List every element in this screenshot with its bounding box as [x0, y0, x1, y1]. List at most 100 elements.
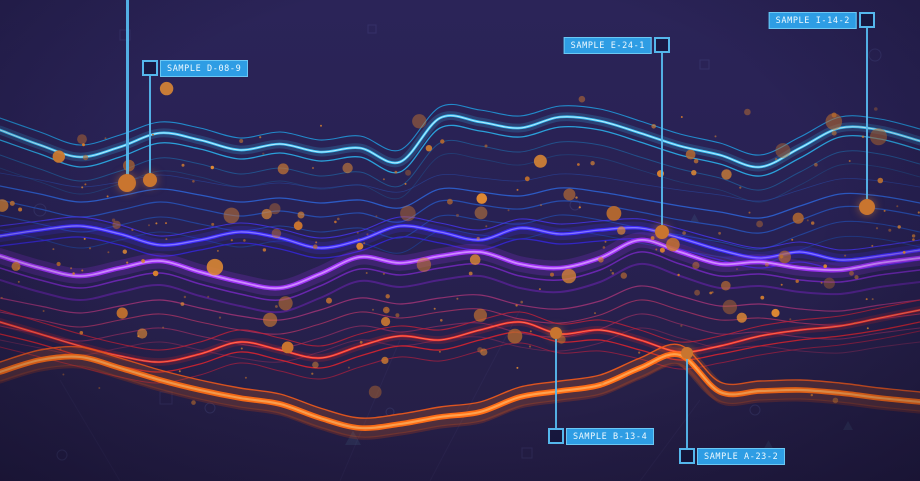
scatter-dot	[159, 81, 174, 96]
scatter-dot	[606, 206, 622, 221]
scatter-dot	[791, 238, 794, 241]
annotation-anchor-icon[interactable]	[679, 448, 695, 464]
scatter-dot	[269, 203, 281, 215]
wave-line-magenta-4	[0, 327, 920, 363]
scatter-dot	[474, 206, 488, 220]
scatter-dot	[600, 381, 604, 385]
scatter-dot	[638, 351, 641, 354]
wave-line-magenta-1	[0, 285, 920, 321]
scatter-dot	[313, 244, 318, 249]
scatter-dot	[216, 249, 219, 252]
annotation-label-e-24-1[interactable]: SAMPLE E-24-1	[563, 36, 652, 54]
scatter-dot	[533, 154, 547, 168]
annotation-label-d-08-9[interactable]: SAMPLE D-08-9	[160, 59, 249, 77]
wave-core-red-main	[0, 309, 920, 363]
annotation-label-a-23-2[interactable]: SAMPLE A-23-2	[697, 447, 786, 465]
wave-line-cyan-thin-lower	[0, 124, 920, 177]
scatter-dot	[239, 139, 244, 143]
annotation-target-dot[interactable]	[859, 199, 875, 215]
scatter-dot	[650, 236, 655, 240]
scatter-dot	[659, 247, 665, 253]
scatter-dot	[611, 272, 615, 275]
scatter-dot	[896, 205, 899, 208]
scatter-dot	[81, 186, 84, 189]
scatter-dot	[104, 137, 107, 140]
scatter-dot	[902, 251, 906, 254]
scatter-dot	[476, 193, 488, 204]
scatter-dot	[412, 114, 427, 129]
scatter-dot	[806, 219, 809, 222]
scatter-dot	[744, 108, 751, 116]
annotation-leader-line	[686, 353, 688, 448]
scatter-dot	[550, 272, 554, 277]
decor-circle	[56, 449, 68, 461]
annotation-target-dot[interactable]	[655, 225, 669, 239]
decor-mesh-line	[59, 379, 121, 481]
scatter-dot	[825, 113, 843, 130]
annotation-anchor-icon[interactable]	[142, 60, 158, 76]
scatter-dot	[165, 238, 168, 241]
scatter-dot	[680, 324, 683, 327]
scatter-dot	[112, 220, 121, 230]
wave-line-electric-blue-companion	[0, 236, 920, 271]
wave-line-cyan-thin-upper	[0, 103, 920, 156]
wave-core-cyan-main	[0, 115, 920, 168]
scatter-dot	[810, 393, 813, 397]
annotation-target-dot[interactable]	[550, 327, 562, 339]
scatter-dot	[82, 154, 89, 161]
scatter-dot	[395, 313, 400, 318]
scatter-dot	[609, 269, 612, 272]
scatter-dot	[831, 130, 837, 136]
scatter-dot	[152, 270, 159, 277]
particle-scatter-layer	[0, 81, 920, 405]
scatter-dot	[206, 258, 224, 276]
scatter-dot	[789, 318, 792, 321]
scatter-dot	[447, 198, 453, 205]
scatter-dot	[278, 296, 293, 311]
scatter-dot	[334, 220, 337, 224]
scatter-dot	[578, 95, 586, 103]
annotation-anchor-icon[interactable]	[654, 37, 670, 53]
scatter-dot	[651, 124, 656, 129]
scatter-dot	[865, 298, 868, 301]
scatter-dot	[476, 236, 480, 241]
decor-square	[159, 391, 173, 405]
scatter-dot	[604, 240, 607, 243]
wave-line-orange-shadow	[0, 362, 920, 440]
scatter-dot	[356, 242, 364, 250]
scatter-dot	[62, 373, 65, 376]
scatter-dot	[416, 257, 432, 272]
decor-circle	[868, 48, 882, 62]
scatter-dot	[823, 264, 827, 269]
scatter-dot	[854, 275, 859, 280]
scatter-dot	[81, 269, 84, 272]
annotation-target-dot[interactable]	[143, 173, 157, 187]
annotation-label-i-14-2[interactable]: SAMPLE I-14-2	[768, 11, 857, 29]
annotation-label-b-13-4[interactable]: SAMPLE B-13-4	[566, 427, 655, 445]
wave-line-red-2	[0, 321, 920, 373]
scatter-dot	[748, 211, 751, 214]
scatter-dot	[326, 297, 332, 304]
scatter-dot	[888, 228, 892, 232]
scatter-dot	[59, 348, 62, 351]
scatter-dot	[594, 312, 596, 315]
scatter-dot	[98, 387, 101, 389]
scatter-dot	[162, 326, 165, 329]
scatter-dot	[183, 295, 187, 299]
annotation-anchor-icon[interactable]	[548, 428, 564, 444]
wave-lines-layer	[0, 103, 920, 440]
scatter-dot	[875, 227, 879, 230]
scatter-dot	[311, 166, 315, 170]
annotation-target-dot[interactable]	[118, 174, 136, 192]
wave-line-blue-2	[0, 199, 920, 234]
annotation-target-dot[interactable]	[681, 347, 693, 359]
scatter-dot	[137, 328, 148, 339]
scatter-dot	[122, 249, 128, 254]
scatter-dot	[382, 272, 385, 275]
scatter-dot	[516, 188, 519, 191]
scatter-dot	[714, 135, 717, 138]
annotation-anchor-icon[interactable]	[859, 12, 875, 28]
scatter-dot	[693, 158, 699, 164]
scatter-dot	[440, 319, 443, 322]
